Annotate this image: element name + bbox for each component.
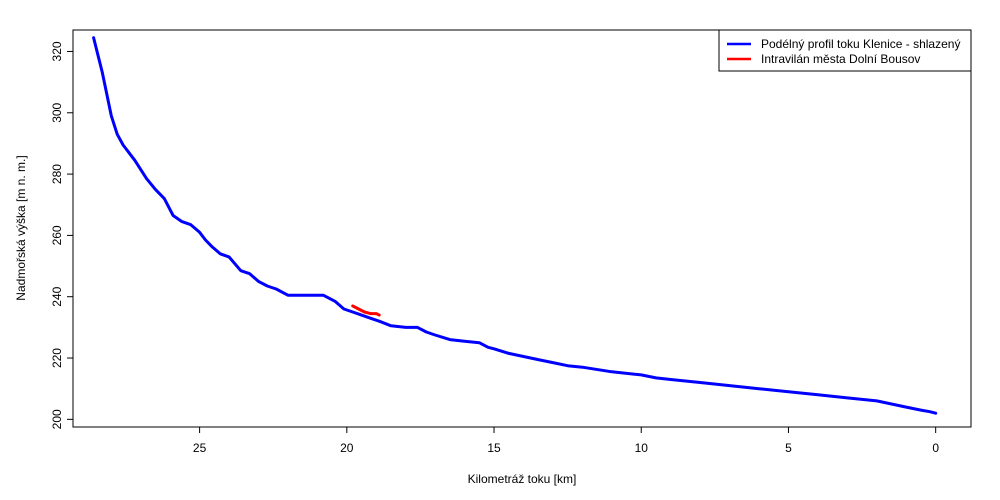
y-axis: 200 220 240 260 280 300 320 (50, 41, 73, 429)
x-tick-label: 10 (635, 441, 649, 455)
x-tick-label: 20 (340, 441, 354, 455)
legend: Podélný profil toku Klenice - shlazený I… (718, 29, 972, 72)
series-line-profile (92, 36, 938, 415)
x-tick-label: 25 (193, 441, 207, 455)
y-axis-title: Nadmořská výška [m n. m.] (14, 155, 28, 300)
y-tick-label: 220 (50, 348, 64, 368)
y-tick-label: 300 (50, 102, 64, 122)
x-tick-label: 15 (487, 441, 501, 455)
series-layer (92, 36, 938, 415)
series-line-intravilan (351, 304, 381, 317)
x-axis: 25 20 15 10 5 0 (193, 427, 939, 455)
legend-box (718, 29, 972, 72)
y-tick-label: 240 (50, 286, 64, 306)
y-tick-label: 260 (50, 225, 64, 245)
x-axis-title: Kilometráž toku [km] (468, 472, 577, 486)
y-tick-label: 320 (50, 41, 64, 61)
y-tick-label: 280 (50, 164, 64, 184)
legend-label-profile: Podélný profil toku Klenice - shlazený (761, 37, 960, 51)
x-tick-label: 0 (932, 441, 939, 455)
plot-frame (72, 29, 972, 428)
legend-label-intravilan: Intravilán města Dolní Bousov (761, 52, 920, 66)
x-tick-label: 5 (785, 441, 792, 455)
y-tick-label: 200 (50, 409, 64, 429)
